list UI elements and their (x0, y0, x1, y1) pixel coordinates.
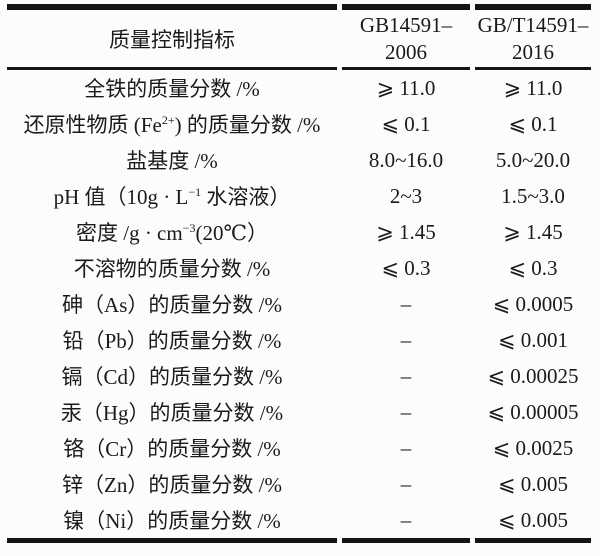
value-gb2006: ⩾ 1.45 (376, 219, 436, 244)
row-label: 不溶物的质量分数 /% (73, 257, 271, 281)
value-gb2006: – (400, 399, 412, 424)
value-gb2006: – (342, 502, 470, 543)
label-text: 还原性物质 (Fe (23, 113, 162, 137)
row-label: pH 值（10g · L−1 水溶液） (7, 178, 337, 214)
value-gbt2016: ⩾ 1.45 (503, 219, 563, 244)
value-gbt2016: ⩽ 0.0005 (492, 291, 574, 316)
row-label: 砷（As）的质量分数 /% (62, 293, 282, 317)
header-gb14591-2006: GB14591– 2006 (342, 4, 470, 70)
table-row: 镍（Ni）的质量分数 /% – ⩽ 0.005 (7, 502, 591, 543)
value-gbt2016: 5.0~20.0 (495, 147, 571, 172)
value-gbt2016: ⩽ 0.001 (497, 327, 569, 352)
row-label: 盐基度 /% (126, 149, 218, 173)
table-row: 镉（Cd）的质量分数 /% – ⩽ 0.00025 (7, 358, 591, 394)
superscript: −3 (182, 221, 196, 235)
table-row: 锌（Zn）的质量分数 /% – ⩽ 0.005 (7, 466, 591, 502)
table-row: 砷（As）的质量分数 /% – ⩽ 0.0005 (7, 286, 591, 322)
value-gbt2016: ⩽ 0.1 (508, 111, 558, 136)
value-gb2006: – (400, 435, 412, 460)
label-text: 密度 /g · cm (75, 221, 183, 245)
value-gbt2016: ⩽ 0.005 (497, 471, 569, 496)
header-std-year: 2016 (512, 39, 554, 64)
table-row: 盐基度 /% 8.0~16.0 5.0~20.0 (7, 142, 591, 178)
value-gbt2016: ⩽ 0.00005 (487, 399, 579, 424)
value-gb2006: – (400, 291, 412, 316)
value-gb2006: ⩽ 0.1 (381, 111, 431, 136)
label-text: pH 值（10g · L (53, 185, 189, 209)
value-gb2006: 8.0~16.0 (368, 147, 444, 172)
value-gbt2016: ⩽ 0.0025 (492, 435, 574, 460)
header-gbt14591-2016: GB/T14591– 2016 (475, 4, 591, 70)
table-row: 不溶物的质量分数 /% ⩽ 0.3 ⩽ 0.3 (7, 250, 591, 286)
row-label: 锌（Zn）的质量分数 /% (62, 473, 282, 497)
value-gb2006: – (400, 471, 412, 496)
value-gbt2016: ⩽ 0.00025 (487, 363, 579, 388)
table-row: 汞（Hg）的质量分数 /% – ⩽ 0.00005 (7, 394, 591, 430)
row-label: 汞（Hg）的质量分数 /% (60, 401, 284, 425)
table-row: 还原性物质 (Fe2+) 的质量分数 /% ⩽ 0.1 ⩽ 0.1 (7, 106, 591, 142)
header-row: 质量控制指标 GB14591– 2006 GB/T14591– 2016 (7, 4, 591, 70)
value-gb2006: – (400, 327, 412, 352)
value-gbt2016: ⩽ 0.3 (508, 255, 558, 280)
table-row: 铅（Pb）的质量分数 /% – ⩽ 0.001 (7, 322, 591, 358)
quality-standards-table: 质量控制指标 GB14591– 2006 GB/T14591– 2016 全铁的… (2, 4, 596, 543)
row-label: 铬（Cr）的质量分数 /% (63, 437, 281, 461)
table-row: pH 值（10g · L−1 水溶液） 2~3 1.5~3.0 (7, 178, 591, 214)
row-label: 镍（Ni）的质量分数 /% (7, 502, 337, 543)
row-label: 密度 /g · cm−3(20℃） (7, 214, 337, 250)
value-gb2006: – (400, 363, 412, 388)
label-text: 水溶液） (201, 185, 291, 209)
superscript: −1 (188, 185, 202, 199)
table-row: 铬（Cr）的质量分数 /% – ⩽ 0.0025 (7, 430, 591, 466)
label-text: ) 的质量分数 /% (174, 113, 321, 137)
value-gbt2016: 1.5~3.0 (501, 183, 565, 208)
value-gbt2016: ⩾ 11.0 (503, 75, 563, 100)
value-gb2006: ⩽ 0.3 (381, 255, 431, 280)
superscript: 2+ (161, 113, 175, 127)
value-gb2006: 2~3 (389, 183, 423, 208)
header-std-number: GB/T14591– (477, 12, 589, 37)
row-label: 还原性物质 (Fe2+) 的质量分数 /% (7, 106, 337, 142)
value-gb2006: ⩾ 11.0 (376, 75, 436, 100)
table-row: 密度 /g · cm−3(20℃） ⩾ 1.45 ⩾ 1.45 (7, 214, 591, 250)
row-label: 铅（Pb）的质量分数 /% (62, 329, 282, 353)
header-std-number: GB14591– (359, 12, 453, 37)
table-row: 全铁的质量分数 /% ⩾ 11.0 ⩾ 11.0 (7, 70, 591, 106)
header-indicator: 质量控制指标 (7, 4, 337, 70)
label-text: (20℃） (195, 221, 269, 245)
value-gbt2016: ⩽ 0.005 (475, 502, 591, 543)
row-label: 全铁的质量分数 /% (84, 77, 260, 101)
row-label: 镉（Cd）的质量分数 /% (61, 365, 283, 389)
header-std-year: 2006 (385, 39, 427, 64)
